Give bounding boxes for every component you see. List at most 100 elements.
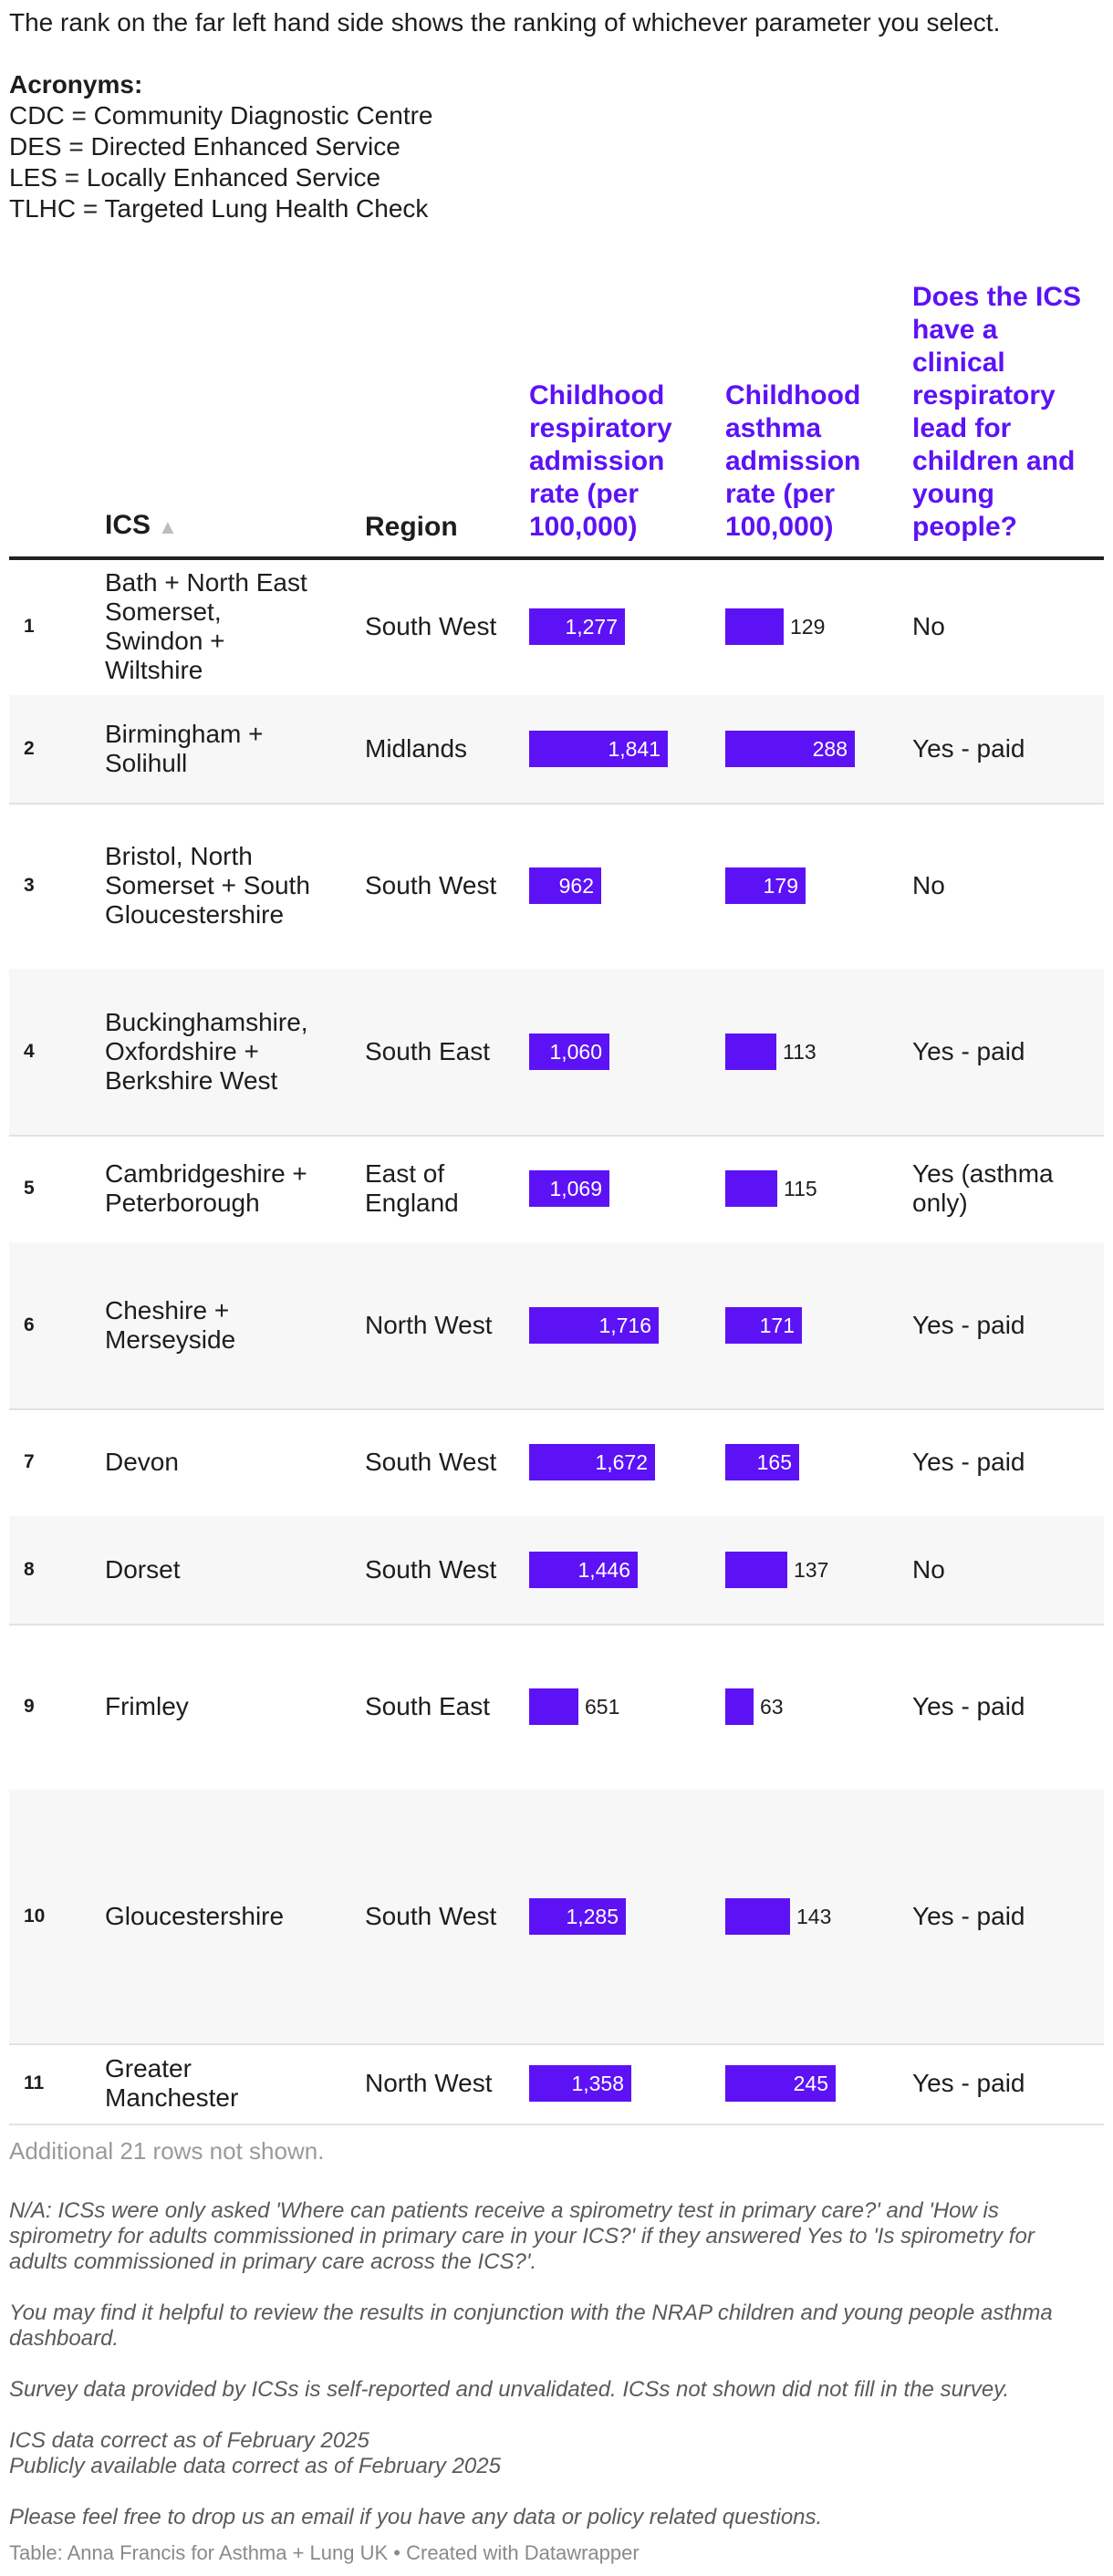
column-header-respiratory-rate[interactable]: Childhood respiratory admission rate (pe… [529, 380, 672, 542]
asthma-rate-value: 143 [796, 1904, 832, 1928]
respiratory-rate-cell: 1,446 [529, 1516, 638, 1624]
rows-not-shown-note: Additional 21 rows not shown. [9, 2137, 325, 2165]
respiratory-rate-value: 1,060 [549, 1039, 602, 1064]
respiratory-rate-value: 1,446 [577, 1557, 630, 1582]
respiratory-rate-value: 1,672 [595, 1449, 648, 1474]
region-cell: East of England [365, 1159, 459, 1217]
asthma-rate-cell: 179 [725, 803, 806, 969]
column-header-asthma-rate[interactable]: Childhood asthma admission rate (per 100… [725, 380, 861, 542]
respiratory-rate-cell: 1,285 [529, 1790, 626, 2043]
region-cell: North West [365, 1311, 493, 1339]
table-row: 9 Frimley South East 651 63 Yes - paid [9, 1624, 1104, 1792]
respiratory-lead-cell: Yes - paid [912, 1448, 1025, 1476]
rank-cell: 7 [24, 1451, 35, 1472]
acronyms-heading: Acronyms: [9, 70, 143, 99]
column-header-respiratory-lead[interactable]: Does the ICS have a clinical respiratory… [912, 282, 1082, 542]
respiratory-lead-cell: Yes - paid [912, 1692, 1025, 1720]
ics-name-cell: Cambridgeshire + Peterborough [105, 1159, 307, 1217]
region-cell: South West [365, 612, 497, 640]
footnote: N/A: ICSs were only asked 'Where can pat… [9, 2198, 1035, 2274]
table-row: 3 Bristol, North Somerset + South Glouces… [9, 803, 1104, 971]
asthma-rate-bar: 245 [725, 2065, 836, 2102]
source-credit: Table: Anna Francis for Asthma + Lung UK… [9, 2541, 640, 2564]
table-row: 10 Gloucestershire South West 1,285 143 Yes -… [9, 1790, 1104, 2045]
asthma-rate-cell: 129 [725, 558, 825, 695]
column-header-ics[interactable]: ICS ▲ [105, 509, 178, 544]
footnote: ICS data correct as of February 2025 [9, 2428, 369, 2453]
respiratory-rate-bar: 1,069 [529, 1170, 609, 1207]
asthma-rate-value: 288 [812, 736, 848, 761]
footnote: Survey data provided by ICSs is self-rep… [9, 2377, 1010, 2402]
table-row: 8 Dorset South West 1,446 137 No [9, 1516, 1104, 1626]
asthma-rate-cell: 137 [725, 1516, 828, 1624]
rank-cell: 10 [24, 1906, 46, 1927]
column-header-region[interactable]: Region [365, 512, 458, 542]
respiratory-rate-cell: 962 [529, 803, 601, 969]
respiratory-lead-cell: Yes - paid [912, 1037, 1025, 1065]
asthma-rate-value: 165 [756, 1449, 792, 1474]
table-row: 2 Birmingham + Solihull Midlands 1,841 288 Ye… [9, 695, 1104, 805]
asthma-rate-cell: 143 [725, 1790, 831, 2043]
ics-name-cell: Birmingham + Solihull [105, 720, 264, 777]
respiratory-rate-cell: 1,672 [529, 1408, 655, 1516]
asthma-rate-value: 245 [793, 2071, 828, 2095]
rank-cell: 5 [24, 1178, 35, 1199]
respiratory-rate-cell: 1,277 [529, 558, 625, 695]
region-cell: North West [365, 2069, 493, 2097]
respiratory-rate-bar: 962 [529, 867, 601, 904]
asthma-rate-bar [725, 1688, 754, 1725]
respiratory-rate-bar: 1,285 [529, 1898, 626, 1935]
table-row: 11 Greater Manchester North West 1,358 245 Ye… [9, 2043, 1104, 2125]
table-row: 1 Bath + North East Somerset, Swindon + W… [9, 558, 1104, 697]
asthma-rate-cell: 63 [725, 1624, 784, 1790]
region-cell: South West [365, 1555, 497, 1584]
respiratory-rate-cell: 1,358 [529, 2043, 631, 2124]
asthma-rate-cell: 115 [725, 1135, 817, 1242]
respiratory-rate-value: 1,841 [608, 736, 661, 761]
respiratory-lead-cell: No [912, 1555, 945, 1584]
respiratory-rate-value: 1,277 [565, 614, 618, 639]
respiratory-rate-bar: 1,446 [529, 1552, 638, 1588]
respiratory-rate-value: 962 [558, 873, 594, 898]
region-cell: Midlands [365, 734, 468, 763]
rank-cell: 6 [24, 1314, 35, 1335]
footnote: Please feel free to drop us an email if … [9, 2505, 823, 2529]
respiratory-lead-cell: Yes (asthma only) [912, 1159, 1054, 1217]
respiratory-rate-cell: 1,841 [529, 695, 668, 803]
sort-ascending-icon[interactable]: ▲ [158, 515, 178, 538]
asthma-rate-bar: 171 [725, 1307, 802, 1344]
ics-name-cell: Dorset [105, 1555, 181, 1584]
acronym-item: CDC = Community Diagnostic Centre [9, 101, 433, 130]
ics-name-cell: Devon [105, 1448, 179, 1476]
respiratory-rate-bar: 1,358 [529, 2065, 631, 2102]
acronym-item: DES = Directed Enhanced Service [9, 132, 400, 161]
respiratory-rate-cell: 1,069 [529, 1135, 609, 1242]
asthma-rate-cell: 113 [725, 969, 817, 1135]
acronym-item: TLHC = Targeted Lung Health Check [9, 194, 429, 223]
respiratory-rate-bar: 1,716 [529, 1307, 659, 1344]
ics-name-cell: Bath + North East Somerset, Swindon + Wi… [105, 568, 307, 684]
respiratory-rate-bar: 1,277 [529, 608, 625, 645]
asthma-rate-bar [725, 1552, 787, 1588]
asthma-rate-bar: 179 [725, 867, 806, 904]
respiratory-rate-cell: 651 [529, 1624, 619, 1790]
respiratory-lead-cell: Yes - paid [912, 1902, 1025, 1930]
column-header-ics-label: ICS [105, 510, 151, 540]
acronym-item: LES = Locally Enhanced Service [9, 163, 381, 192]
respiratory-rate-cell: 1,716 [529, 1242, 659, 1408]
asthma-rate-value: 63 [760, 1694, 784, 1719]
asthma-rate-cell: 245 [725, 2043, 836, 2124]
table-row: 7 Devon South West 1,672 165 Yes - paid [9, 1408, 1104, 1518]
table-header: ICS ▲ Region Childhood respiratory admiss… [9, 274, 1104, 560]
asthma-rate-bar [725, 1170, 777, 1207]
asthma-rate-value: 113 [783, 1039, 817, 1064]
asthma-rate-value: 115 [784, 1176, 817, 1200]
respiratory-rate-value: 1,069 [549, 1176, 602, 1200]
asthma-rate-value: 171 [759, 1313, 795, 1337]
ics-name-cell: Gloucestershire [105, 1902, 285, 1930]
asthma-rate-bar [725, 608, 784, 645]
intro-text: The rank on the far left hand side shows… [9, 8, 1001, 36]
respiratory-lead-cell: No [912, 612, 945, 640]
respiratory-rate-value: 1,358 [571, 2071, 624, 2095]
